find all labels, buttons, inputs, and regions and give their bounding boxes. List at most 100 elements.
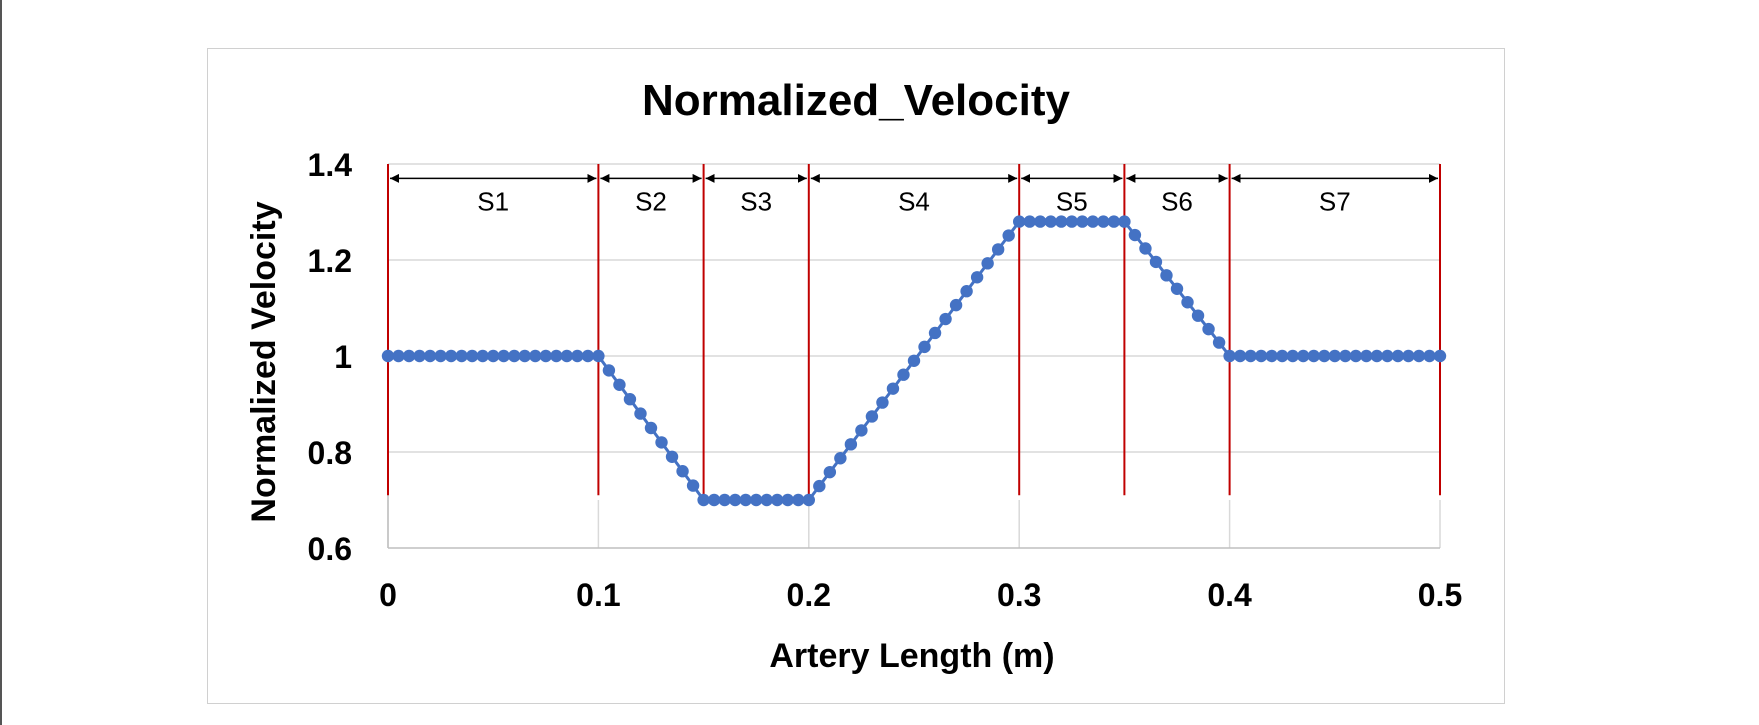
y-tick-label: 0.6 [308, 531, 352, 567]
data-point [444, 349, 458, 363]
data-point [1181, 296, 1194, 309]
data-point [518, 349, 531, 363]
data-point [1118, 215, 1131, 228]
data-point [1212, 336, 1226, 349]
data-point [381, 349, 395, 363]
data-point [1370, 349, 1384, 363]
data-point [1023, 215, 1036, 228]
x-tick-label: 0.2 [787, 577, 831, 613]
chart-frame [207, 48, 1505, 704]
data-point [1276, 349, 1289, 363]
data-point [392, 349, 405, 363]
data-point [402, 349, 416, 363]
data-point [918, 340, 931, 354]
data-point [1244, 349, 1257, 363]
axis-layer: 0.6 0.8 1 1.2 1.4 0 0.1 0.2 0.3 0.4 0.5 [308, 147, 1463, 613]
data-point [876, 396, 889, 409]
data-point [581, 349, 595, 363]
y-tick-label: 1.4 [308, 147, 353, 183]
data-point [771, 493, 784, 507]
data-point [960, 285, 973, 298]
data-point [728, 493, 742, 507]
x-tick-label: 0 [379, 577, 397, 613]
data-point [1254, 349, 1268, 363]
data-point [750, 493, 763, 507]
data-point [1065, 215, 1079, 228]
x-tick-label: 0.3 [997, 577, 1041, 613]
data-point [571, 349, 584, 363]
data-point [1307, 349, 1320, 363]
data-point [813, 479, 826, 493]
data-point [1149, 255, 1163, 269]
data-point [665, 450, 679, 463]
data-point [991, 243, 1005, 256]
data-point [1034, 215, 1047, 228]
data-point [465, 349, 479, 363]
data-point [1349, 349, 1363, 363]
data-point [1265, 349, 1278, 363]
data-point [686, 479, 700, 492]
data-point [508, 349, 521, 363]
data-point [1328, 349, 1342, 363]
y-tick-label: 0.8 [308, 435, 352, 471]
data-point [1360, 349, 1373, 363]
data-point [928, 326, 942, 340]
data-point [1286, 349, 1299, 363]
data-point [655, 436, 668, 449]
data-point [697, 493, 710, 507]
x-axis-label: Artery Length (m) [769, 637, 1054, 675]
data-point [802, 493, 815, 507]
x-tick-label: 0.4 [1207, 577, 1252, 613]
data-point [1233, 349, 1247, 363]
data-point [1433, 349, 1447, 363]
data-point [886, 382, 900, 395]
segment-label-s4: S4 [898, 186, 930, 216]
x-tick-label: 0.5 [1418, 577, 1462, 613]
data-point [602, 364, 616, 377]
data-point [1412, 349, 1426, 363]
data-point [434, 349, 447, 363]
data-point [1139, 242, 1152, 255]
data-point [907, 354, 921, 367]
segment-label-s1: S1 [477, 186, 509, 216]
data-point [939, 312, 952, 326]
data-point [865, 410, 879, 423]
data-point [423, 349, 437, 363]
data-point [1191, 309, 1205, 322]
data-point [1202, 322, 1215, 336]
data-point [634, 407, 647, 420]
data-point [1297, 349, 1310, 363]
segment-label-s5: S5 [1056, 186, 1088, 216]
y-tick-label: 1 [334, 339, 352, 375]
data-point [476, 349, 489, 363]
data-point [897, 368, 910, 381]
chart-title: Normalized_Velocity [642, 76, 1070, 125]
data-point [823, 465, 837, 479]
data-point [644, 421, 658, 435]
data-point [1107, 215, 1121, 228]
data-point [707, 493, 721, 507]
data-point [529, 349, 542, 363]
data-point [1055, 215, 1068, 228]
segment-label-s3: S3 [740, 186, 772, 216]
segment-label-s6: S6 [1161, 186, 1193, 216]
data-point [539, 349, 552, 363]
data-point [1097, 215, 1110, 228]
data-point [981, 257, 994, 270]
data-point [1402, 349, 1415, 363]
data-point [550, 349, 563, 363]
data-point [1002, 229, 1015, 242]
data-point [487, 349, 500, 363]
x-tick-label: 0.1 [576, 577, 620, 613]
y-axis-label: Normalized Velocity [245, 201, 283, 522]
data-point [623, 393, 637, 406]
data-point [1160, 269, 1173, 282]
data-point [718, 493, 731, 507]
data-point [497, 349, 510, 363]
segment-label-s7: S7 [1319, 186, 1351, 216]
data-point [781, 493, 794, 507]
y-tick-label: 1.2 [308, 243, 352, 279]
data-point [560, 349, 574, 363]
data-point [739, 493, 752, 507]
